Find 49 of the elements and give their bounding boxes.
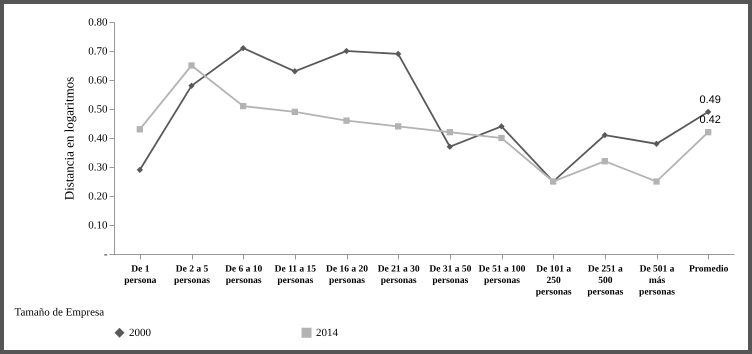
x-tick-label: De 1 persona [124,264,157,286]
point [705,108,712,116]
data-label: 0.49 [699,94,721,106]
x-tick-label: De 21 a 30 personas [378,264,420,286]
point [705,129,712,136]
point [498,123,505,130]
data-label: 0.42 [699,114,721,126]
y-tick-label: - [104,248,108,260]
x-tick-label: Promedio [688,264,729,274]
point [136,126,143,132]
y-tick-label: 0.20 [88,190,108,202]
x-tick-label: De 101 a 250 personas [536,264,572,298]
point [446,144,453,150]
y-tick-label: 0.60 [88,74,108,86]
point [136,166,143,174]
point [602,132,608,138]
legend-label: 2000 [129,326,152,339]
point [446,129,453,136]
point [292,68,298,74]
point [602,158,608,164]
x-axis-title: Tamaño de Empresa [14,306,104,318]
point [292,108,298,116]
point [240,102,246,110]
y-tick-label: 0.70 [88,46,108,58]
x-tick-label: De 501 a más personas [639,264,676,298]
x-tick-label: De 51 a 100 personas [478,264,526,286]
point [343,48,350,54]
x-tick-label: De 31 a 50 personas [429,264,472,286]
x-tick-label: De 11 a 15 personas [274,264,316,286]
point [395,123,402,130]
x-tick-label: De 2 a 5 personas [174,264,210,286]
x-tick-label: De 251 a 500 personas [587,264,624,298]
y-axis-title: Distancia en logaritmos [61,76,76,200]
point [188,82,195,89]
legend-label: 2014 [316,326,338,339]
point [343,117,350,124]
x-tick-label: De 6 a 10 personas [225,264,263,286]
point [498,134,505,142]
y-tick-label: 0.10 [88,220,108,232]
y-tick-label: 0.80 [88,16,108,28]
point [653,178,660,185]
point [395,50,402,58]
point [240,44,246,52]
y-tick-label: 0.40 [88,132,108,144]
x-tick-label: De 16 a 20 personas [326,264,368,286]
point [188,62,195,69]
point [653,140,660,147]
y-tick-label: 0.50 [88,104,108,116]
y-tick-label: 0.30 [88,162,108,174]
